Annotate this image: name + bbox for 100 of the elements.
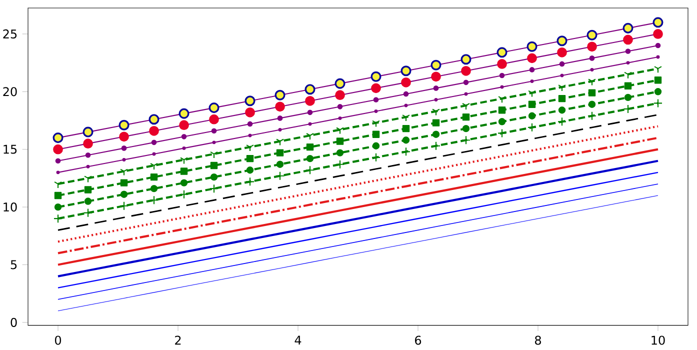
point [560, 74, 564, 78]
line-series [56, 160, 660, 278]
point [588, 78, 596, 86]
point [306, 132, 314, 140]
point [402, 136, 410, 144]
y-tick-label: 10 [4, 202, 17, 212]
point [150, 162, 158, 170]
point [85, 152, 91, 158]
point [336, 138, 344, 145]
point [121, 146, 127, 151]
point [498, 118, 506, 126]
point [528, 90, 536, 98]
point [305, 166, 315, 175]
point [152, 152, 156, 156]
x-tick-label: 8 [534, 336, 541, 345]
point [587, 111, 597, 120]
y-tick-label: 5 [10, 260, 17, 270]
x-tick-label: 0 [54, 336, 62, 345]
point [432, 108, 440, 116]
point [433, 86, 439, 91]
point [626, 61, 630, 65]
point [336, 127, 344, 134]
point [497, 128, 507, 138]
point [557, 117, 567, 126]
point [210, 151, 218, 158]
point [558, 106, 566, 114]
y-tick-label: 25 [3, 29, 17, 38]
point [403, 91, 409, 97]
point [306, 143, 314, 151]
point [150, 184, 158, 192]
point [212, 140, 216, 144]
point [624, 72, 632, 79]
x-tick-label: 10 [652, 336, 665, 345]
point [654, 76, 662, 84]
point [624, 82, 632, 90]
point [559, 61, 565, 67]
point [401, 147, 411, 156]
point [150, 173, 158, 181]
point [54, 181, 62, 188]
point [53, 214, 63, 224]
point [335, 160, 345, 169]
point [56, 170, 60, 174]
point [372, 120, 380, 128]
point [558, 94, 566, 102]
point [404, 104, 408, 108]
point [588, 100, 596, 108]
point [461, 136, 471, 145]
point [276, 149, 284, 156]
point [529, 67, 535, 72]
point [464, 92, 468, 96]
point [277, 116, 283, 121]
point [119, 201, 129, 210]
point [372, 142, 380, 150]
point [120, 168, 128, 176]
point [209, 184, 219, 194]
point [210, 162, 218, 170]
point [654, 88, 662, 96]
point [336, 149, 344, 156]
line-series [56, 136, 660, 254]
point [434, 98, 438, 102]
point [211, 128, 217, 134]
point [120, 190, 128, 198]
point [656, 55, 660, 59]
point [528, 100, 536, 108]
point [625, 48, 631, 54]
point [179, 190, 189, 199]
point [308, 122, 312, 126]
point [654, 66, 662, 74]
point [337, 104, 343, 110]
point [500, 85, 504, 89]
y-tick-label: 20 [3, 87, 17, 96]
point [462, 113, 470, 121]
point [149, 196, 159, 205]
point [151, 140, 157, 146]
point [246, 166, 254, 174]
line-series [58, 195, 658, 312]
line-series [56, 125, 660, 243]
y-tick-label: 0 [10, 318, 17, 327]
point [371, 152, 381, 162]
line-series [57, 172, 659, 288]
point [84, 198, 92, 205]
point [402, 124, 410, 132]
point [655, 42, 661, 48]
point [180, 157, 188, 164]
point [83, 208, 93, 218]
point [463, 80, 469, 86]
x-tick-label: 4 [294, 336, 302, 344]
point [248, 134, 252, 138]
point [462, 102, 470, 110]
point [306, 154, 314, 162]
point [402, 114, 410, 122]
point [276, 160, 284, 168]
point [338, 116, 342, 120]
point [86, 164, 90, 168]
point [182, 146, 186, 150]
point [499, 72, 505, 78]
point [527, 122, 537, 132]
point [180, 179, 188, 186]
point [498, 96, 506, 104]
point [653, 98, 663, 108]
